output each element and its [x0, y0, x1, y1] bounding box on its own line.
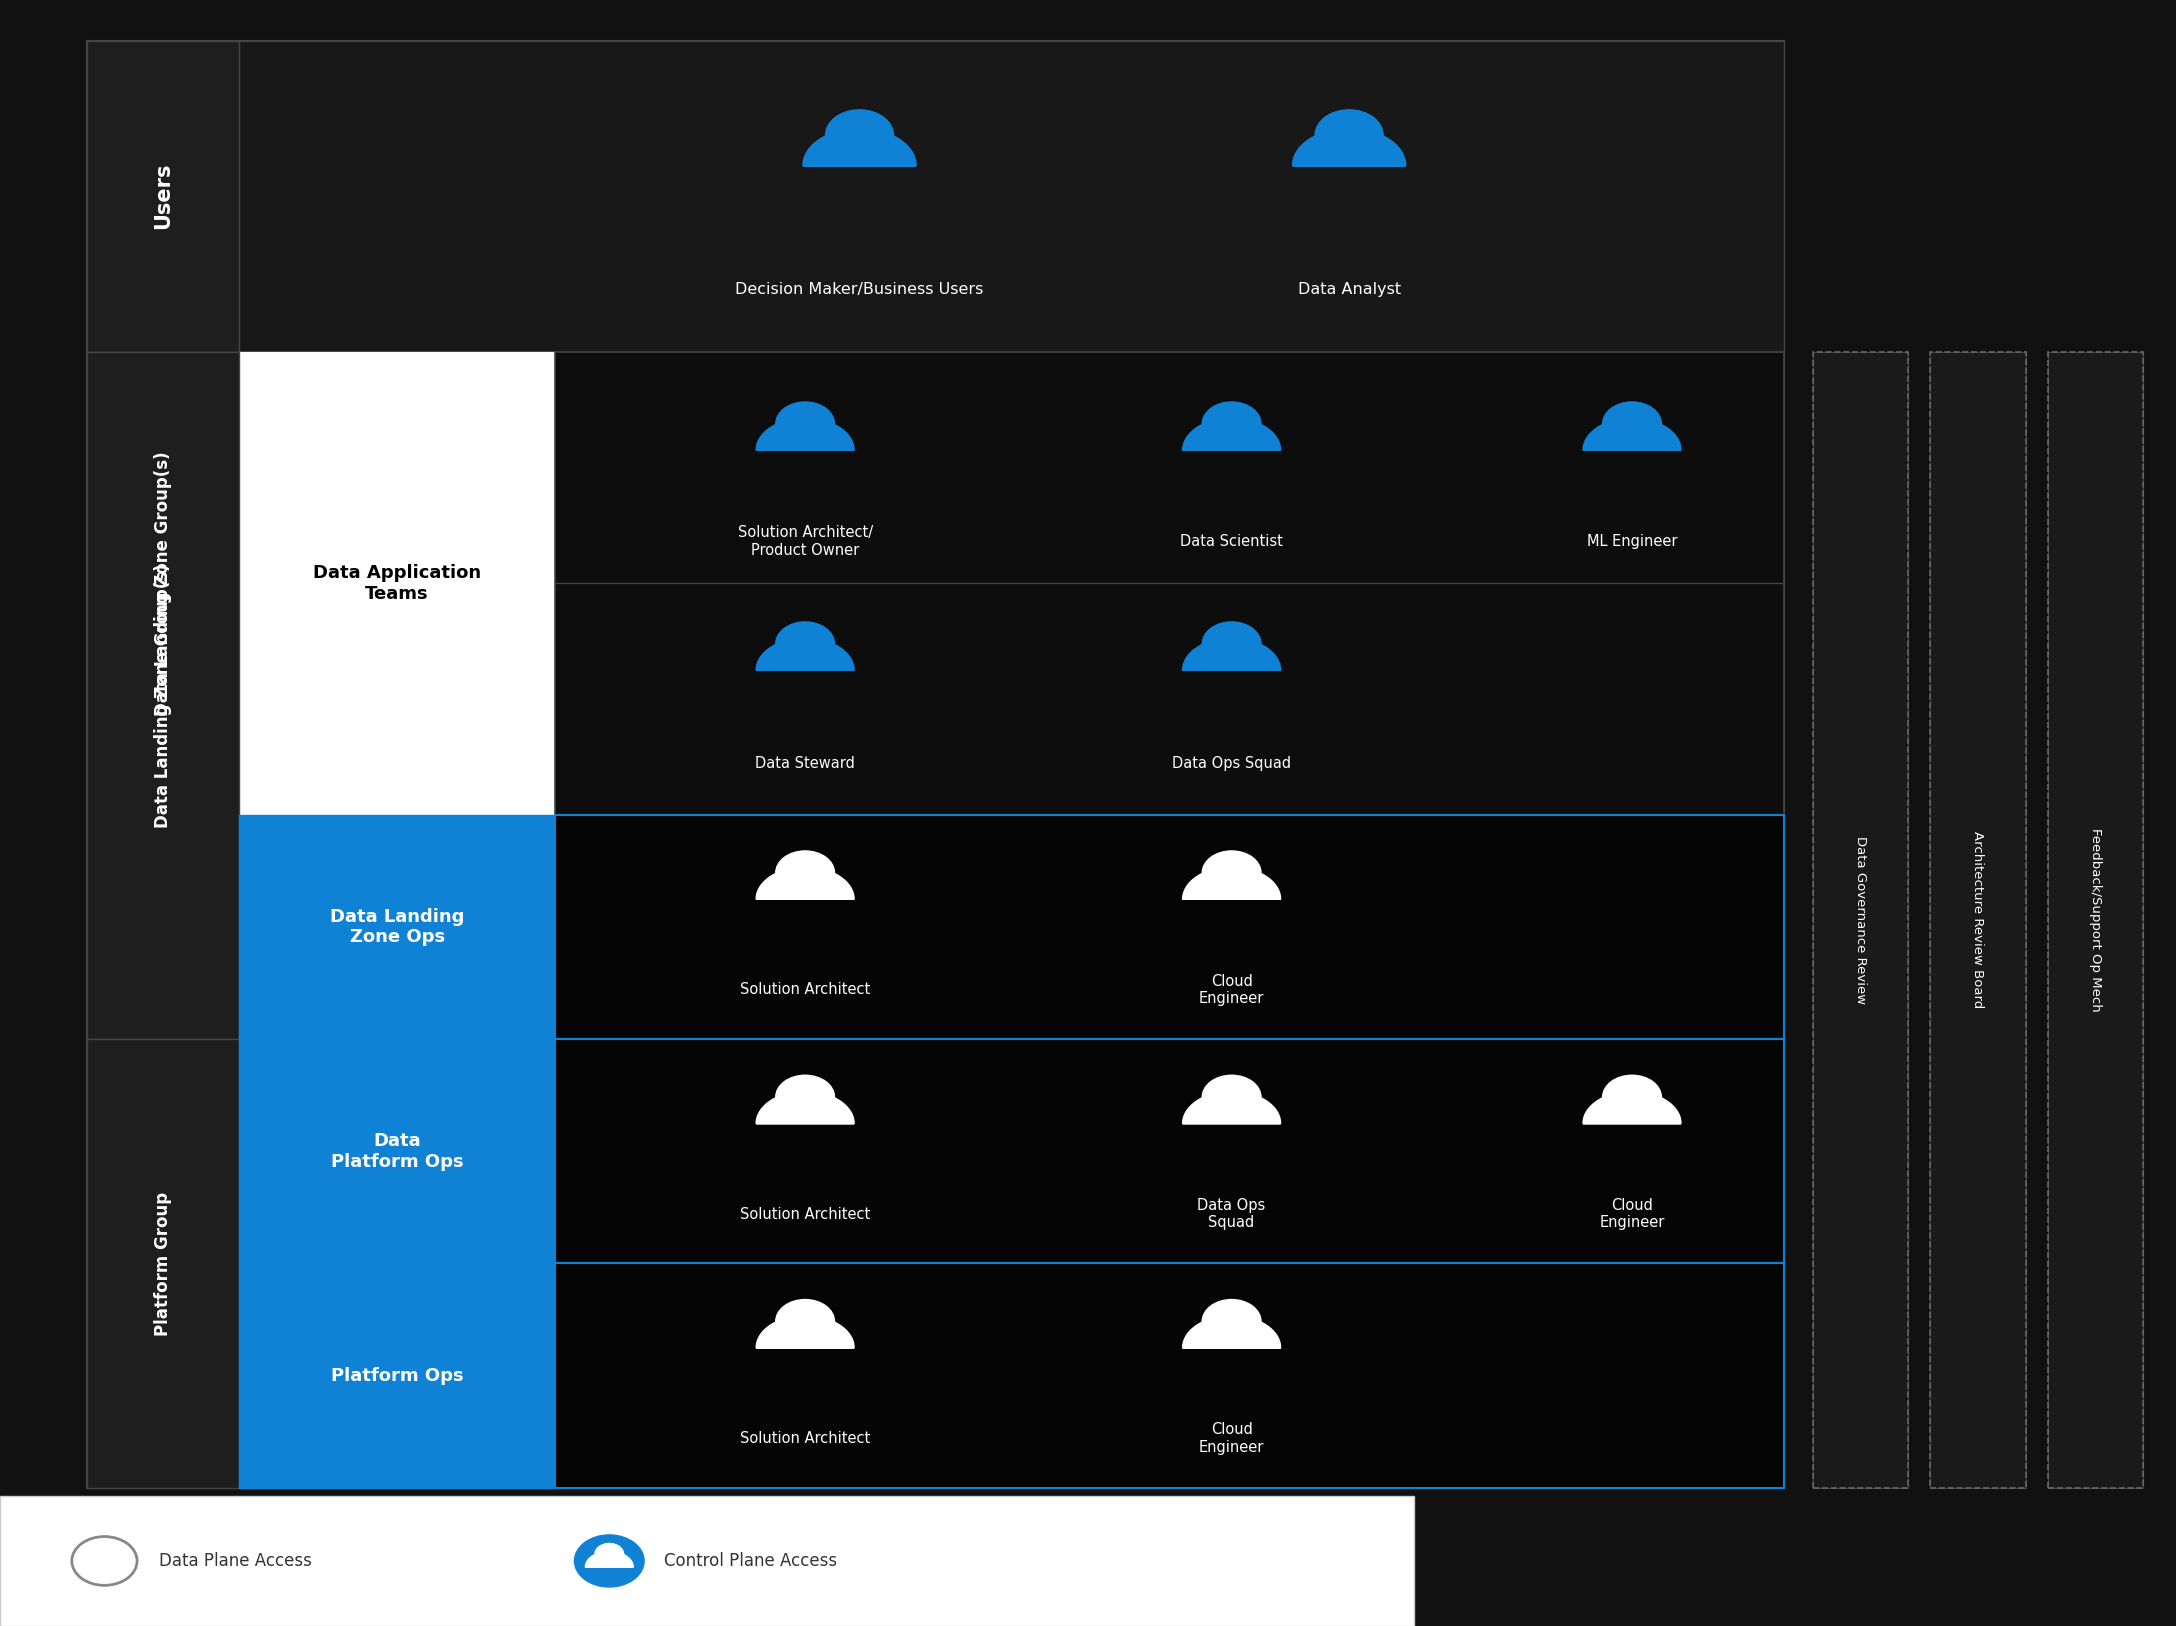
Circle shape [775, 621, 836, 665]
Circle shape [1201, 621, 1262, 665]
Circle shape [775, 1075, 836, 1119]
Polygon shape [1582, 418, 1680, 450]
Text: Solution Architect: Solution Architect [740, 1431, 870, 1446]
Polygon shape [1184, 1315, 1279, 1348]
Polygon shape [757, 1315, 853, 1348]
Circle shape [1201, 1299, 1262, 1343]
Circle shape [775, 850, 836, 894]
FancyBboxPatch shape [555, 1263, 1784, 1488]
FancyBboxPatch shape [87, 351, 239, 815]
Text: Data Landing Zone Group(s): Data Landing Zone Group(s) [154, 450, 172, 715]
Text: Data Ops
Squad: Data Ops Squad [1197, 1198, 1266, 1231]
FancyBboxPatch shape [239, 815, 555, 1039]
Circle shape [1602, 402, 1662, 446]
Text: Feedback/Support Op Mech: Feedback/Support Op Mech [2089, 828, 2102, 1011]
Text: Cloud
Engineer: Cloud Engineer [1599, 1198, 1665, 1231]
Circle shape [594, 1543, 625, 1564]
Text: Platform Ops: Platform Ops [331, 1366, 463, 1385]
Polygon shape [585, 1551, 633, 1567]
Circle shape [775, 402, 836, 446]
Text: Decision Maker/Business Users: Decision Maker/Business Users [735, 281, 984, 298]
Text: Data Analyst: Data Analyst [1297, 281, 1401, 298]
FancyBboxPatch shape [87, 41, 1784, 1488]
FancyBboxPatch shape [555, 815, 1784, 1039]
Text: Users: Users [152, 163, 174, 229]
Polygon shape [1293, 128, 1406, 166]
Circle shape [1602, 1075, 1662, 1119]
FancyBboxPatch shape [239, 1039, 555, 1263]
Text: Data
Platform Ops: Data Platform Ops [331, 1132, 463, 1171]
FancyBboxPatch shape [87, 351, 239, 1039]
Text: Data Scientist: Data Scientist [1179, 535, 1284, 550]
Bar [2048, 351, 2143, 1488]
Polygon shape [1184, 867, 1279, 899]
Text: Data Plane Access: Data Plane Access [159, 1551, 311, 1571]
Polygon shape [1184, 1091, 1279, 1124]
FancyBboxPatch shape [87, 815, 239, 1039]
Text: Cloud
Engineer: Cloud Engineer [1199, 1423, 1264, 1455]
Circle shape [1201, 850, 1262, 894]
Text: Data Landing
Zone Ops: Data Landing Zone Ops [331, 907, 463, 946]
Text: Architecture Review Board: Architecture Review Board [1971, 831, 1985, 1008]
Text: Cloud
Engineer: Cloud Engineer [1199, 974, 1264, 1006]
Circle shape [1201, 1075, 1262, 1119]
Polygon shape [1184, 418, 1279, 450]
FancyBboxPatch shape [87, 1039, 239, 1488]
FancyBboxPatch shape [555, 351, 1784, 815]
Circle shape [1201, 402, 1262, 446]
Bar [1930, 351, 2026, 1488]
FancyBboxPatch shape [87, 41, 239, 351]
FancyBboxPatch shape [2048, 351, 2143, 1488]
Text: Solution Architect: Solution Architect [740, 982, 870, 997]
FancyBboxPatch shape [1930, 351, 2026, 1488]
FancyBboxPatch shape [555, 1039, 1784, 1263]
Circle shape [574, 1535, 644, 1587]
Text: Solution Architect/
Product Owner: Solution Architect/ Product Owner [738, 525, 873, 558]
Polygon shape [757, 867, 853, 899]
Polygon shape [757, 637, 853, 670]
Text: ML Engineer: ML Engineer [1586, 535, 1678, 550]
FancyBboxPatch shape [0, 1496, 1414, 1626]
FancyBboxPatch shape [239, 351, 555, 815]
Polygon shape [757, 418, 853, 450]
Circle shape [825, 111, 894, 161]
Circle shape [76, 1540, 133, 1582]
FancyBboxPatch shape [1813, 351, 1908, 1488]
Text: Solution Architect: Solution Architect [740, 1206, 870, 1221]
Text: Data Governance Review: Data Governance Review [1854, 836, 1867, 1003]
Text: Data Ops Squad: Data Ops Squad [1173, 756, 1290, 771]
Text: Data Application
Teams: Data Application Teams [313, 564, 481, 603]
Polygon shape [803, 128, 916, 166]
Text: Platform Group: Platform Group [154, 1192, 172, 1335]
Polygon shape [1184, 637, 1279, 670]
Text: Data Landing Zone Group(s): Data Landing Zone Group(s) [154, 563, 172, 828]
FancyBboxPatch shape [239, 1263, 555, 1488]
Text: Data Steward: Data Steward [755, 756, 855, 771]
Polygon shape [757, 1091, 853, 1124]
Polygon shape [1582, 1091, 1680, 1124]
Circle shape [1314, 111, 1384, 161]
FancyBboxPatch shape [87, 41, 1784, 351]
Circle shape [775, 1299, 836, 1343]
Bar [1813, 351, 1908, 1488]
Text: Control Plane Access: Control Plane Access [664, 1551, 838, 1571]
